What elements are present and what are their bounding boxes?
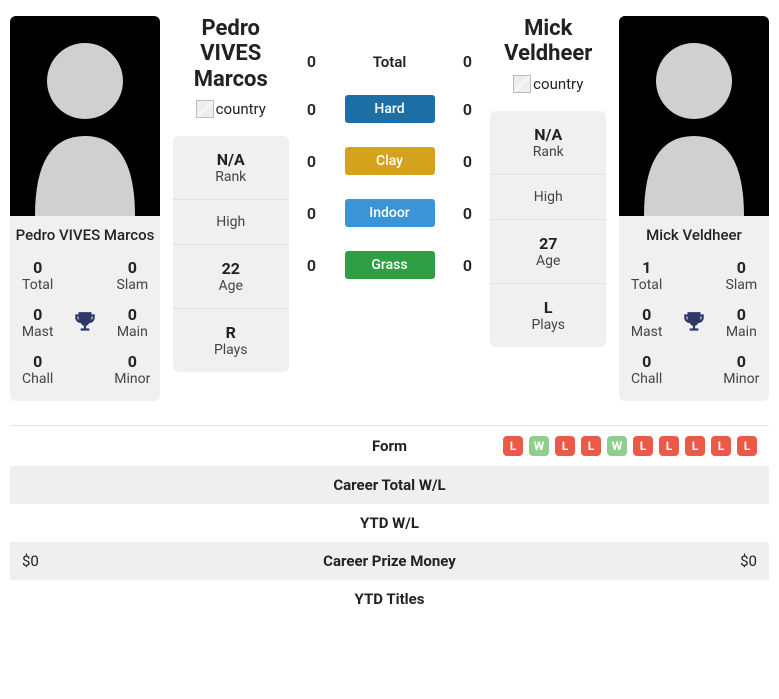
summary-table: Form LWLLWLLLLL Career Total W/L YTD W/L… — [10, 425, 769, 618]
h2h-row-total: 0 Total 0 — [302, 52, 478, 71]
h2h-row-indoor: 0 Indoor 0 — [302, 199, 478, 227]
form-chip: L — [555, 436, 575, 456]
player-name-left: Pedro VIVES Marcos — [10, 216, 160, 254]
stat-plays: R Plays — [173, 309, 289, 372]
player-name-right: Mick Veldheer — [619, 216, 769, 254]
stat-age: 27 Age — [490, 220, 606, 284]
title-chall: 0 Chall — [14, 352, 61, 387]
summary-label-career-prize: Career Prize Money — [312, 552, 467, 570]
form-chip: L — [503, 436, 523, 456]
summary-label-ytd-titles: YTD Titles — [312, 590, 467, 608]
form-chip: L — [737, 436, 757, 456]
title-slam: 0 Slam — [109, 258, 156, 293]
heading-player-right: Mick Veldheer — [490, 16, 606, 67]
title-total: 0 Total — [14, 258, 61, 293]
title-main: 0 Main — [109, 305, 156, 340]
title-minor: 0 Minor — [718, 352, 765, 387]
stat-block-left: N/A Rank High 22 Age R Plays — [173, 136, 289, 372]
player-silhouette-left — [10, 16, 160, 216]
stat-rank: N/A Rank — [490, 111, 606, 175]
stat-age: 22 Age — [173, 245, 289, 309]
h2h-left-value: 0 — [302, 204, 322, 223]
summary-row-form: Form LWLLWLLLLL — [10, 426, 769, 466]
trophy-icon — [72, 310, 98, 336]
title-main: 0 Main — [718, 305, 765, 340]
stat-block-right: N/A Rank High 27 Age L Plays — [490, 111, 606, 347]
summary-row-ytd-titles: YTD Titles — [10, 580, 769, 618]
title-mast: 0 Mast — [623, 305, 670, 340]
form-chip: L — [685, 436, 705, 456]
country-flag-right: country — [513, 75, 583, 93]
form-chip: L — [711, 436, 731, 456]
player-card-right: Mick Veldheer 1 Total 0 Slam 0 Mast 0 — [619, 16, 769, 401]
h2h-right-value: 0 — [458, 256, 478, 275]
titles-grid-left: 0 Total 0 Slam 0 Mast 0 Main 0 — [10, 254, 160, 401]
h2h-label-clay: Clay — [345, 147, 435, 175]
h2h-left-value: 0 — [302, 52, 322, 71]
title-spacer — [670, 258, 717, 293]
summary-row-career-wl: Career Total W/L — [10, 466, 769, 504]
form-chip: L — [659, 436, 679, 456]
form-right: LWLLWLLLLL — [467, 436, 757, 456]
summary-label-career-wl: Career Total W/L — [312, 476, 467, 494]
summary-label-ytd-wl: YTD W/L — [312, 514, 467, 532]
title-mast: 0 Mast — [14, 305, 61, 340]
career-prize-right: $0 — [467, 552, 757, 570]
h2h-left-value: 0 — [302, 152, 322, 171]
title-spacer — [61, 352, 108, 387]
trophy-icon-right — [670, 305, 717, 340]
form-chip: L — [581, 436, 601, 456]
title-spacer — [670, 352, 717, 387]
player-silhouette-right — [619, 16, 769, 216]
h2h-label-grass: Grass — [345, 251, 435, 279]
title-spacer — [61, 258, 108, 293]
heading-player-left: Pedro VIVES Marcos — [173, 16, 289, 92]
h2h-row-hard: 0 Hard 0 — [302, 95, 478, 123]
title-total: 1 Total — [623, 258, 670, 293]
career-prize-left: $0 — [22, 552, 312, 570]
stat-high: High — [173, 200, 289, 245]
summary-label-form: Form — [312, 437, 467, 455]
stat-rank: N/A Rank — [173, 136, 289, 200]
silhouette-icon — [25, 16, 145, 216]
summary-row-ytd-wl: YTD W/L — [10, 504, 769, 542]
form-chip: W — [529, 436, 549, 456]
summary-row-career-prize: $0 Career Prize Money $0 — [10, 542, 769, 580]
h2h-row-clay: 0 Clay 0 — [302, 147, 478, 175]
h2h-left-value: 0 — [302, 256, 322, 275]
h2h-right-value: 0 — [458, 204, 478, 223]
h2h-left-value: 0 — [302, 100, 322, 119]
h2h-label-hard: Hard — [345, 95, 435, 123]
country-flag-left: country — [196, 100, 266, 118]
h2h-label-indoor: Indoor — [345, 199, 435, 227]
form-chip: W — [607, 436, 627, 456]
h2h-right-value: 0 — [458, 52, 478, 71]
stat-plays: L Plays — [490, 284, 606, 347]
trophy-icon — [681, 310, 707, 336]
head-to-head-top: Pedro VIVES Marcos 0 Total 0 Slam 0 Mast — [10, 16, 769, 401]
title-chall: 0 Chall — [623, 352, 670, 387]
titles-grid-right: 1 Total 0 Slam 0 Mast 0 Main 0 — [619, 254, 769, 401]
player-card-left: Pedro VIVES Marcos 0 Total 0 Slam 0 Mast — [10, 16, 160, 401]
trophy-icon-left — [61, 305, 108, 340]
h2h-label-total: Total — [345, 53, 435, 71]
h2h-right-value: 0 — [458, 100, 478, 119]
form-chip: L — [633, 436, 653, 456]
h2h-row-grass: 0 Grass 0 — [302, 251, 478, 279]
h2h-center: 0 Total 0 0 Hard 0 0 Clay 0 0 Indoor 0 0 Grass 0 — [302, 16, 478, 303]
title-slam: 0 Slam — [718, 258, 765, 293]
stat-high: High — [490, 175, 606, 220]
title-minor: 0 Minor — [109, 352, 156, 387]
h2h-right-value: 0 — [458, 152, 478, 171]
info-column-right: Mick Veldheer country N/A Rank High 27 A… — [490, 16, 606, 347]
silhouette-icon — [634, 16, 754, 216]
info-column-left: Pedro VIVES Marcos country N/A Rank High… — [173, 16, 289, 372]
